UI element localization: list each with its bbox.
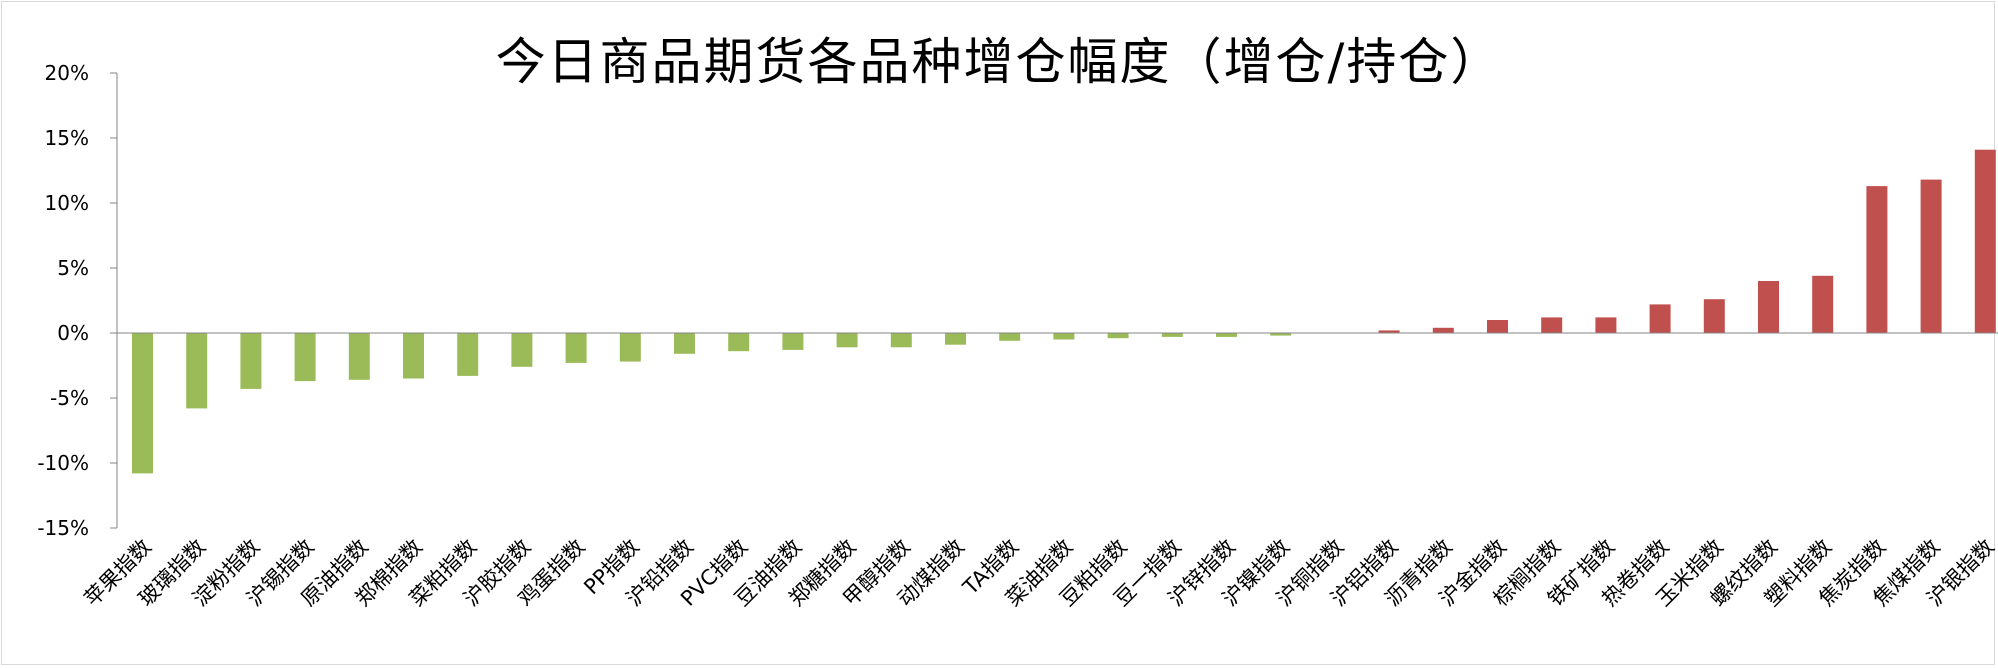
bar	[1161, 333, 1183, 337]
bar	[511, 333, 533, 367]
bar	[1216, 333, 1237, 337]
bar	[999, 333, 1021, 341]
bar	[1107, 333, 1129, 339]
y-tick-label: -10%	[37, 451, 89, 475]
bar	[1866, 186, 1888, 333]
y-tick-label: -15%	[37, 516, 89, 540]
bar	[294, 333, 316, 382]
bar	[403, 333, 424, 379]
bar	[1974, 149, 1996, 333]
y-tick-label: -5%	[50, 386, 89, 410]
bar	[945, 333, 966, 345]
bar	[186, 333, 208, 409]
bar	[457, 333, 479, 376]
y-tick-label: 15%	[45, 126, 89, 150]
bar	[728, 333, 750, 352]
y-tick-label: 20%	[45, 61, 89, 85]
bar	[1703, 299, 1725, 333]
bar	[1378, 330, 1400, 333]
y-tick-label: 10%	[45, 191, 89, 215]
bar	[1270, 333, 1292, 336]
y-tick-label: 0%	[57, 321, 89, 345]
bar	[1487, 320, 1508, 333]
bar	[132, 333, 153, 474]
bar	[565, 333, 587, 363]
bar	[348, 333, 370, 380]
y-tick-label: 5%	[57, 256, 89, 280]
bar	[1649, 304, 1671, 333]
chart-title: 今日商品期货各品种增仓幅度（增仓/持仓）	[495, 33, 1503, 91]
bar	[1758, 281, 1779, 333]
bar	[836, 333, 858, 348]
bar	[1595, 317, 1617, 333]
bar	[619, 333, 641, 362]
bar	[782, 333, 804, 350]
bar	[674, 333, 695, 354]
bar	[240, 333, 262, 389]
bar	[1053, 333, 1075, 340]
bar	[1812, 275, 1834, 333]
bar	[1541, 317, 1563, 333]
bar	[1432, 327, 1454, 333]
bar	[1920, 179, 1942, 333]
bar	[890, 333, 912, 348]
